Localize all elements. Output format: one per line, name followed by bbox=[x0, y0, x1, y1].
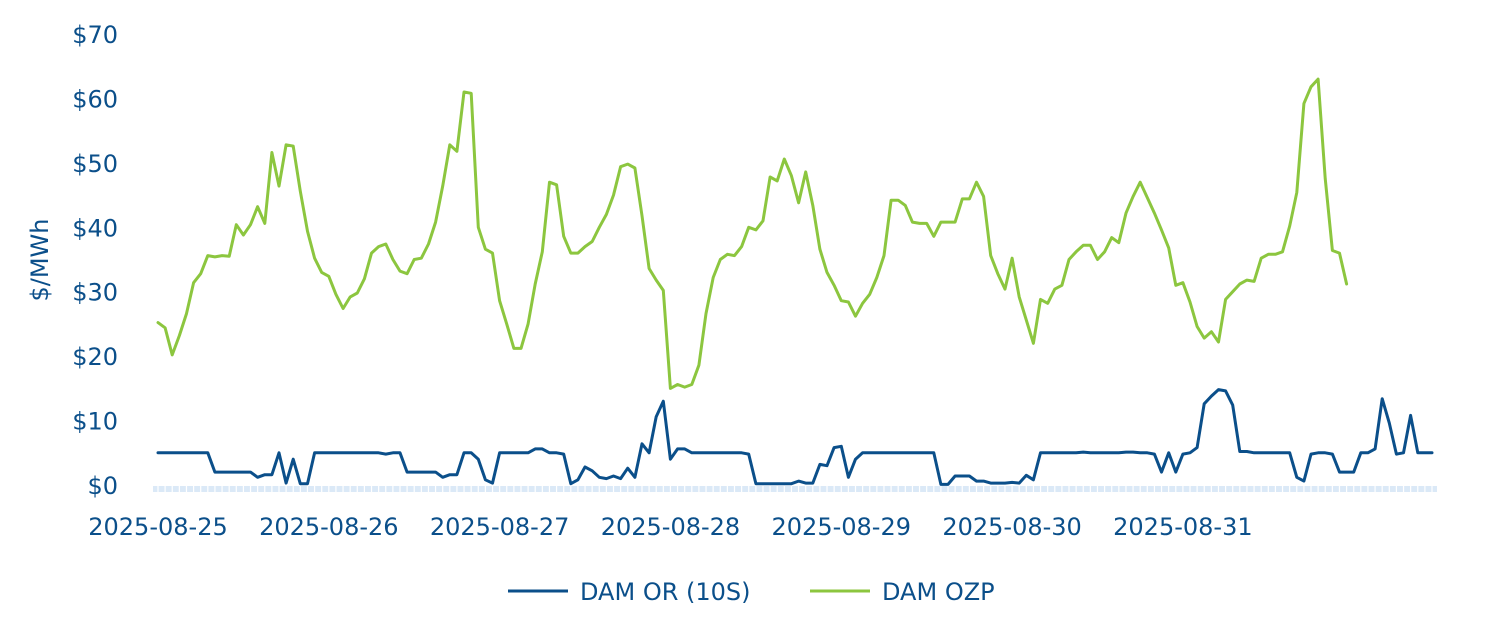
series-line-dam-ozp bbox=[156, 77, 1349, 390]
y-tick-label: $40 bbox=[72, 214, 118, 242]
y-tick-label: $10 bbox=[72, 408, 118, 436]
x-tick-label: 2025-08-28 bbox=[601, 513, 740, 541]
x-tick-label: 2025-08-26 bbox=[259, 513, 398, 541]
legend-label: DAM OR (10S) bbox=[580, 578, 751, 606]
legend: DAM OR (10S) DAM OZP bbox=[508, 578, 995, 606]
series-lines bbox=[156, 77, 1434, 486]
x-axis-band bbox=[153, 486, 1437, 492]
y-tick-label: $60 bbox=[72, 85, 118, 113]
legend-label: DAM OZP bbox=[882, 578, 995, 606]
x-tick-label: 2025-08-31 bbox=[1113, 513, 1252, 541]
y-tick-label: $20 bbox=[72, 343, 118, 371]
x-tick-label: 2025-08-27 bbox=[430, 513, 569, 541]
y-tick-label: $50 bbox=[72, 150, 118, 178]
x-tick-label: 2025-08-29 bbox=[772, 513, 911, 541]
y-axis-title: $/MWh bbox=[26, 218, 54, 301]
series-line-dam-or-10s bbox=[156, 388, 1434, 486]
x-tick-label: 2025-08-30 bbox=[942, 513, 1081, 541]
y-axis-tick-labels: $0 $10 $20 $30 $40 $50 $60 $70 bbox=[72, 21, 118, 500]
x-axis bbox=[153, 486, 1437, 492]
y-tick-label: $70 bbox=[72, 21, 118, 49]
x-tick-label: 2025-08-25 bbox=[88, 513, 227, 541]
x-axis-tick-labels: 2025-08-25 2025-08-26 2025-08-27 2025-08-28… bbox=[88, 513, 1252, 541]
y-tick-label: $30 bbox=[72, 279, 118, 307]
y-tick-label: $0 bbox=[87, 472, 118, 500]
